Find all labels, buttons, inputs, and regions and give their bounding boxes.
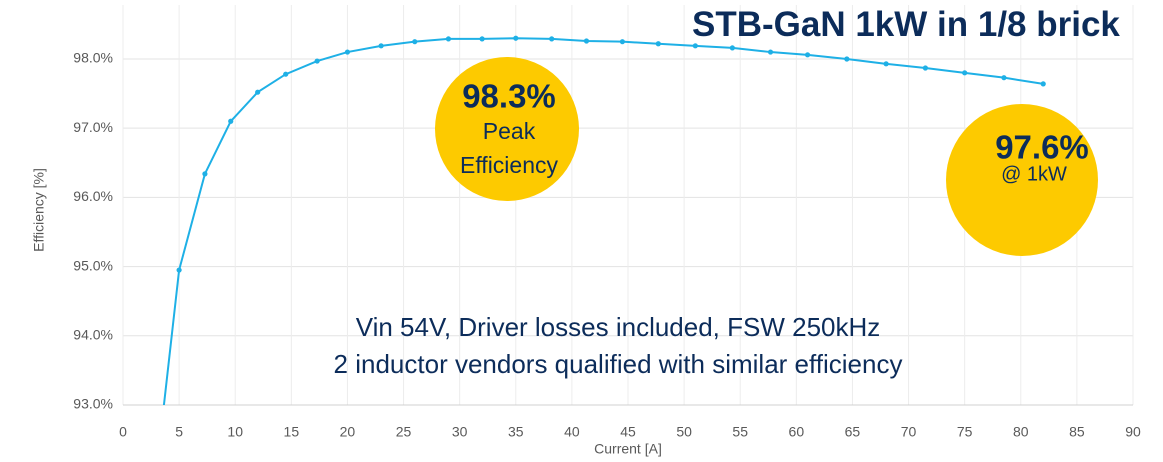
y-axis-label: Efficiency [%] <box>31 168 47 252</box>
data-point <box>176 267 182 273</box>
x-tick-label: 50 <box>676 424 692 440</box>
data-point <box>1001 75 1007 81</box>
data-point <box>314 58 320 64</box>
data-point <box>513 35 519 41</box>
callout-text: Peak <box>483 118 536 144</box>
x-tick-label: 90 <box>1125 424 1141 440</box>
data-point <box>692 43 698 49</box>
callout-value: 98.3% <box>462 78 556 115</box>
efficiency-line <box>162 37 1044 405</box>
data-point <box>729 45 735 51</box>
data-point <box>767 49 774 55</box>
data-point <box>378 43 384 49</box>
y-tick-label: 97.0% <box>73 119 113 135</box>
callout-value: 97.6% <box>995 129 1089 166</box>
data-point <box>583 38 590 44</box>
x-tick-label: 40 <box>564 424 580 440</box>
note: 2 inductor vendors qualified with simila… <box>334 349 903 379</box>
data-point <box>479 36 485 42</box>
x-tick-label: 15 <box>284 424 300 440</box>
x-tick-label: 85 <box>1069 424 1085 440</box>
x-axis-label: Current [A] <box>594 441 662 457</box>
x-tick-label: 30 <box>452 424 468 440</box>
y-tick-label: 93.0% <box>73 396 113 412</box>
callout-text: Efficiency <box>460 152 559 178</box>
x-tick-label: 0 <box>119 424 127 440</box>
callout-circle <box>435 57 579 201</box>
data-point <box>412 39 418 45</box>
y-tick-label: 96.0% <box>73 188 113 204</box>
chart-title: STB-GaN 1kW in 1/8 brick <box>692 5 1120 44</box>
x-tick-label: 45 <box>620 424 636 440</box>
data-point <box>228 118 234 124</box>
data-point <box>202 171 208 177</box>
x-tick-label: 60 <box>789 424 805 440</box>
data-point <box>619 39 625 45</box>
x-tick-label: 10 <box>227 424 243 440</box>
y-tick-label: 94.0% <box>73 326 113 342</box>
data-point <box>157 437 162 442</box>
note: Vin 54V, Driver losses included, FSW 250… <box>356 312 881 342</box>
x-tick-label: 20 <box>340 424 356 440</box>
y-tick-label: 95.0% <box>73 257 113 273</box>
callout-circle <box>946 104 1098 256</box>
data-point <box>922 65 928 71</box>
data-point <box>1040 81 1046 87</box>
data-point <box>283 71 289 77</box>
data-point <box>844 56 850 62</box>
data-point <box>445 36 452 42</box>
x-tick-label: 35 <box>508 424 524 440</box>
data-point <box>655 41 661 47</box>
x-tick-label: 55 <box>732 424 748 440</box>
x-tick-label: 70 <box>901 424 917 440</box>
data-point <box>255 89 261 95</box>
data-point <box>344 49 351 55</box>
x-tick-label: 5 <box>175 424 183 440</box>
y-tick-label: 98.0% <box>73 50 113 66</box>
data-point <box>883 61 889 67</box>
x-tick-label: 80 <box>1013 424 1029 440</box>
data-point <box>962 70 968 76</box>
x-tick-label: 25 <box>396 424 412 440</box>
x-tick-label: 75 <box>957 424 973 440</box>
x-tick-label: 65 <box>845 424 861 440</box>
data-point <box>804 52 811 58</box>
data-point <box>549 36 555 42</box>
callout-text: @ 1kW <box>1001 163 1067 185</box>
